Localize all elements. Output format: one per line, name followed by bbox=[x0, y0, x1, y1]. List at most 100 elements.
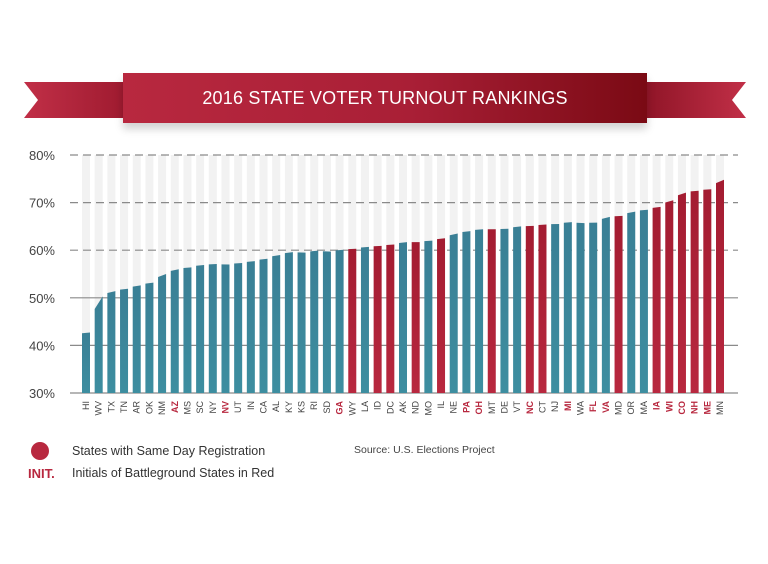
x-tick-label: NY bbox=[208, 401, 218, 414]
x-tick-label: AK bbox=[398, 401, 408, 413]
bar-co bbox=[677, 192, 686, 393]
background-bar bbox=[120, 155, 129, 393]
x-tick-label: WY bbox=[347, 401, 357, 416]
x-tick-label: KS bbox=[297, 401, 307, 413]
x-tick-label: DE bbox=[499, 401, 509, 414]
legend-battleground-label: Initials of Battleground States in Red bbox=[72, 466, 275, 480]
bar-ca bbox=[259, 258, 268, 393]
bar-ct bbox=[538, 224, 547, 393]
bar-id bbox=[373, 245, 382, 393]
x-tick-label: WA bbox=[576, 401, 586, 415]
bar-ky bbox=[284, 252, 293, 393]
bar-wa bbox=[576, 222, 585, 393]
background-bar bbox=[132, 155, 141, 393]
x-tick-label: GA bbox=[335, 400, 345, 414]
red-dot-icon bbox=[31, 442, 49, 460]
bar-ar bbox=[132, 285, 141, 393]
bar-fl bbox=[589, 222, 598, 393]
legend-same-day-label: States with Same Day Registration bbox=[72, 444, 266, 458]
x-tick-label: KY bbox=[284, 401, 294, 413]
bar-oh bbox=[475, 229, 484, 393]
title-banner: 2016 STATE VOTER TURNOUT RANKINGS bbox=[0, 0, 768, 140]
y-tick-label: 30% bbox=[29, 386, 55, 401]
bar-mn bbox=[716, 179, 724, 393]
bar-ny bbox=[208, 264, 217, 393]
bar-de bbox=[500, 228, 509, 393]
x-tick-label: AR bbox=[132, 401, 142, 414]
bar-ms bbox=[183, 267, 192, 393]
x-tick-label: MN bbox=[715, 401, 725, 415]
bar-ak bbox=[399, 242, 407, 393]
x-tick-label: ME bbox=[702, 401, 712, 415]
x-tick-label: CO bbox=[677, 401, 687, 415]
bar-ma bbox=[639, 209, 648, 393]
x-tick-label: ID bbox=[373, 400, 383, 410]
x-tick-label: SC bbox=[195, 401, 205, 414]
x-tick-label: MT bbox=[487, 401, 497, 414]
x-tick-label: AL bbox=[271, 401, 281, 412]
x-tick-label: WV bbox=[94, 401, 104, 416]
bar-or bbox=[627, 211, 636, 393]
bar-tx bbox=[107, 291, 116, 393]
legend-battleground: INIT. Initials of Battleground States in… bbox=[28, 462, 274, 484]
bar-mo bbox=[424, 240, 433, 393]
bar-ok bbox=[145, 282, 154, 393]
x-tick-label: LA bbox=[360, 401, 370, 412]
x-tick-label: NJ bbox=[550, 401, 560, 412]
data-bars bbox=[82, 179, 724, 393]
x-tick-label: OK bbox=[144, 401, 154, 414]
x-tick-label: CT bbox=[537, 401, 547, 413]
legend-same-day: States with Same Day Registration bbox=[28, 440, 274, 462]
bar-me bbox=[703, 189, 712, 393]
y-tick-label: 80% bbox=[29, 148, 55, 163]
bar-nj bbox=[551, 224, 560, 393]
x-tick-label: NH bbox=[690, 401, 700, 414]
x-tick-label: SD bbox=[322, 401, 332, 414]
bar-ks bbox=[297, 252, 306, 393]
source-note: Source: U.S. Elections Project bbox=[354, 444, 495, 456]
legend-init-marker: INIT. bbox=[28, 465, 55, 481]
bar-ga bbox=[335, 249, 344, 393]
x-tick-label: VT bbox=[512, 401, 522, 413]
x-axis-labels: HI WV TX TN AR OK NM AZ MS SC NY NV UT IN CA AL KY KS RI SD… bbox=[81, 400, 725, 415]
bar-al bbox=[272, 254, 281, 393]
bar-wv bbox=[94, 296, 103, 393]
bar-ia bbox=[652, 206, 661, 393]
x-tick-label: AZ bbox=[170, 401, 180, 413]
x-tick-label: MO bbox=[423, 401, 433, 416]
bar-nv bbox=[221, 264, 230, 393]
bar-wi bbox=[665, 200, 674, 393]
background-bar bbox=[94, 155, 103, 393]
y-tick-label: 60% bbox=[29, 243, 55, 258]
bar-nh bbox=[690, 190, 699, 393]
y-tick-label: 70% bbox=[29, 196, 55, 211]
x-tick-label: FL bbox=[588, 401, 598, 412]
ribbon-tail-left bbox=[24, 82, 128, 118]
bar-ne bbox=[449, 233, 458, 393]
chart-title: 2016 STATE VOTER TURNOUT RANKINGS bbox=[123, 73, 647, 123]
bar-va bbox=[601, 216, 610, 393]
x-tick-label: UT bbox=[233, 401, 243, 413]
ribbon-tail-right bbox=[642, 82, 746, 118]
y-tick-label: 40% bbox=[29, 338, 55, 353]
x-tick-label: MS bbox=[182, 401, 192, 415]
x-tick-label: VA bbox=[601, 401, 611, 413]
x-tick-label: OH bbox=[474, 401, 484, 415]
x-tick-label: PA bbox=[461, 401, 471, 413]
x-tick-label: ND bbox=[411, 401, 421, 414]
x-tick-label: IL bbox=[436, 401, 446, 409]
bar-in bbox=[246, 261, 255, 393]
background-bar bbox=[145, 155, 154, 393]
bar-ut bbox=[234, 263, 243, 393]
bar-tn bbox=[120, 288, 129, 393]
bar-chart: 30%40%50%60%70%80% HI WV TX TN AR OK NM AZ MS SC N… bbox=[29, 148, 738, 416]
bar-az bbox=[170, 269, 179, 393]
x-tick-label: TN bbox=[119, 401, 129, 413]
background-bar bbox=[107, 155, 116, 393]
x-tick-label: MI bbox=[563, 401, 573, 411]
y-axis-ticks: 30% 40% 50% 60% 70% 80% bbox=[29, 148, 55, 401]
bar-vt bbox=[513, 226, 522, 393]
bar-dc bbox=[386, 244, 395, 393]
bar-hi bbox=[82, 332, 90, 393]
bar-pa bbox=[462, 231, 471, 393]
